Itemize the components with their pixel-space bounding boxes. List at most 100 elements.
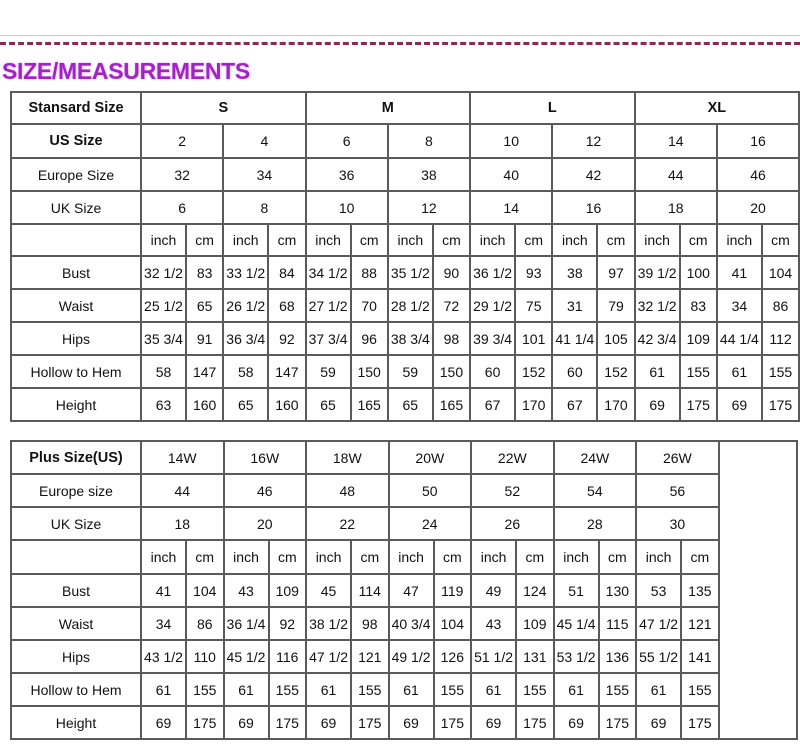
measurement-value: 26 1/2 bbox=[222, 288, 270, 323]
measurement-value: 175 bbox=[515, 705, 555, 740]
uk-size-cell: 20 bbox=[222, 506, 308, 541]
unit-inch: inch bbox=[551, 223, 599, 257]
uk-size-cell: 12 bbox=[386, 190, 472, 225]
measurement-value: 69 bbox=[470, 705, 518, 740]
europe-size-cell: 54 bbox=[552, 473, 638, 508]
measurement-value: 109 bbox=[678, 321, 718, 356]
uk-size-cell: 6 bbox=[139, 190, 225, 225]
measurement-value: 53 1/2 bbox=[552, 639, 600, 674]
table-row: Hollow to Hem 58 147 58 147 59 150 59 150 60 152 60… bbox=[10, 354, 800, 389]
table-row: Europe Size 32 34 36 38 40 42 44 46 bbox=[10, 157, 800, 192]
uk-size-cell: 18 bbox=[140, 506, 225, 541]
table-row: inch cm inch cm inch cm inch cm inch cm inch cm inch… bbox=[10, 223, 800, 257]
plus-size-cell: 16W bbox=[222, 440, 308, 475]
unit-inch: inch bbox=[386, 223, 434, 257]
measurement-value: 86 bbox=[760, 288, 800, 323]
measurement-value: 152 bbox=[514, 354, 554, 389]
measurement-label: Hollow to Hem bbox=[10, 354, 142, 389]
measurement-value: 91 bbox=[184, 321, 225, 356]
measurement-value: 88 bbox=[349, 255, 389, 290]
uk-size-cell: 30 bbox=[635, 506, 720, 541]
measurement-value: 160 bbox=[184, 387, 225, 422]
measurement-value: 32 1/2 bbox=[140, 255, 187, 290]
measurement-value: 41 1/4 bbox=[551, 321, 599, 356]
europe-size-cell: 32 bbox=[139, 157, 225, 192]
table-row: Hollow to Hem 61 155 61 155 61 155 61 155 61 155 61… bbox=[10, 672, 797, 707]
measurement-value: 90 bbox=[431, 255, 472, 290]
measurement-value: 38 bbox=[551, 255, 599, 290]
measurement-value: 92 bbox=[267, 606, 308, 641]
us-size-cell: 14 bbox=[633, 123, 718, 159]
europe-size-cell: 44 bbox=[633, 157, 718, 192]
measurement-label: Hips bbox=[10, 639, 142, 674]
table-row: UK Size 18 20 22 24 26 28 30 bbox=[10, 506, 797, 541]
measurement-value: 47 1/2 bbox=[305, 639, 353, 674]
uk-size-cell: 26 bbox=[470, 506, 555, 541]
plus-size-table: Plus Size(US) 14W 16W 18W 20W 22W 24W 26W Europe… bbox=[10, 440, 799, 740]
table-row: Bust 32 1/2 83 33 1/2 84 34 1/2 88 35 1/2 90 36 1… bbox=[10, 255, 800, 290]
measurement-value: 59 bbox=[386, 354, 434, 389]
measurement-value: 61 bbox=[387, 672, 435, 707]
measurement-value: 150 bbox=[431, 354, 472, 389]
measurement-value: 121 bbox=[350, 639, 390, 674]
measurement-value: 61 bbox=[633, 354, 681, 389]
header-label: Plus Size(US) bbox=[10, 440, 142, 475]
uk-size-cell: 8 bbox=[222, 190, 307, 225]
europe-size-cell: 56 bbox=[635, 473, 720, 508]
measurement-value: 155 bbox=[350, 672, 390, 707]
size-group-l: L bbox=[469, 91, 636, 125]
measurement-value: 61 bbox=[635, 672, 683, 707]
measurement-value: 155 bbox=[432, 672, 473, 707]
measurement-value: 69 bbox=[140, 705, 187, 740]
measurement-value: 69 bbox=[635, 705, 683, 740]
measurement-value: 83 bbox=[184, 255, 225, 290]
uk-size-label: UK Size bbox=[10, 190, 142, 225]
measurement-value: 155 bbox=[760, 354, 800, 389]
uk-size-cell: 22 bbox=[305, 506, 390, 541]
unit-cm: cm bbox=[267, 539, 308, 575]
europe-size-cell: 36 bbox=[304, 157, 389, 192]
measurement-value: 131 bbox=[515, 639, 555, 674]
measurement-value: 41 bbox=[140, 573, 187, 608]
measurement-value: 119 bbox=[432, 573, 473, 608]
measurement-value: 51 1/2 bbox=[470, 639, 518, 674]
europe-size-cell: 34 bbox=[222, 157, 307, 192]
measurement-value: 51 bbox=[552, 573, 600, 608]
table-row: UK Size 6 8 10 12 14 16 18 20 bbox=[10, 190, 800, 225]
europe-size-label: Europe Size bbox=[10, 157, 142, 192]
measurement-value: 61 bbox=[222, 672, 270, 707]
units-label-blank bbox=[10, 539, 142, 575]
uk-size-cell: 18 bbox=[633, 190, 718, 225]
measurement-value: 160 bbox=[267, 387, 307, 422]
measurement-value: 65 bbox=[304, 387, 352, 422]
measurement-value: 36 1/2 bbox=[469, 255, 517, 290]
measurement-label: Height bbox=[10, 705, 142, 740]
plus-size-cell: 18W bbox=[305, 440, 390, 475]
measurement-value: 109 bbox=[267, 573, 308, 608]
measurement-value: 175 bbox=[597, 705, 638, 740]
measurement-value: 32 1/2 bbox=[633, 288, 681, 323]
measurement-value: 115 bbox=[597, 606, 638, 641]
unit-cm: cm bbox=[596, 223, 636, 257]
measurement-value: 69 bbox=[222, 705, 270, 740]
us-size-cell: 10 bbox=[469, 123, 554, 159]
europe-size-cell: 38 bbox=[386, 157, 472, 192]
measurement-value: 175 bbox=[678, 387, 718, 422]
measurement-value: 69 bbox=[387, 705, 435, 740]
unit-cm: cm bbox=[350, 539, 390, 575]
measurement-value: 47 bbox=[387, 573, 435, 608]
plus-size-cell: 24W bbox=[552, 440, 638, 475]
measurement-value: 45 1/4 bbox=[552, 606, 600, 641]
table-row: Europe size 44 46 48 50 52 54 56 bbox=[10, 473, 797, 508]
measurement-value: 104 bbox=[432, 606, 473, 641]
measurement-value: 34 1/2 bbox=[304, 255, 352, 290]
measurement-value: 39 1/2 bbox=[633, 255, 681, 290]
measurement-value: 130 bbox=[597, 573, 638, 608]
unit-cm: cm bbox=[184, 223, 225, 257]
europe-size-cell: 40 bbox=[469, 157, 554, 192]
measurement-label: Bust bbox=[10, 573, 142, 608]
page-title: SIZE/MEASUREMENTS bbox=[2, 58, 250, 84]
unit-inch: inch bbox=[387, 539, 435, 575]
table-row: Hips 43 1/2 110 45 1/2 116 47 1/2 121 49 1/2 126… bbox=[10, 639, 797, 674]
measurement-value: 33 1/2 bbox=[222, 255, 270, 290]
